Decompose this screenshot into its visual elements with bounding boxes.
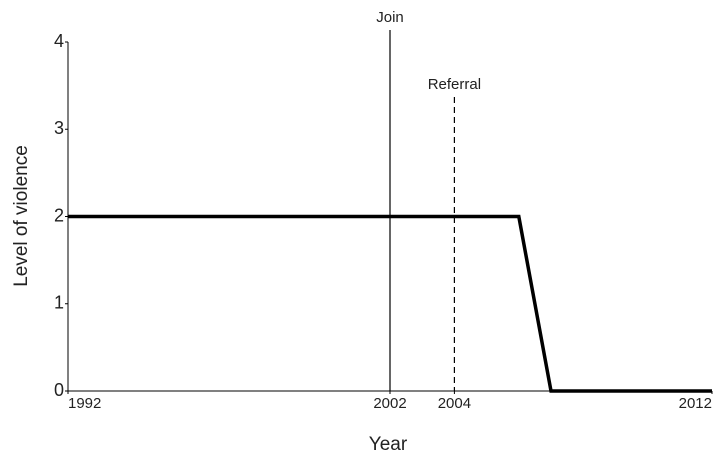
event-label: Join xyxy=(376,9,404,26)
data-line xyxy=(68,214,712,393)
y-tick-label: 3 xyxy=(54,118,64,138)
x-tick-label: 2004 xyxy=(438,395,471,412)
y-tick-label: 1 xyxy=(54,293,64,313)
y-axis-title: Level of violence xyxy=(11,145,32,287)
y-tick-label: 2 xyxy=(54,205,64,225)
x-axis-title: Year xyxy=(369,434,408,455)
x-tick-label: 2002 xyxy=(373,395,406,412)
y-tick-label: 0 xyxy=(54,380,64,400)
event-label: Referral xyxy=(428,76,481,93)
y-tick-label: 4 xyxy=(54,31,64,51)
x-tick-label: 1992 xyxy=(68,395,101,412)
x-tick-label: 2012 xyxy=(679,395,712,412)
